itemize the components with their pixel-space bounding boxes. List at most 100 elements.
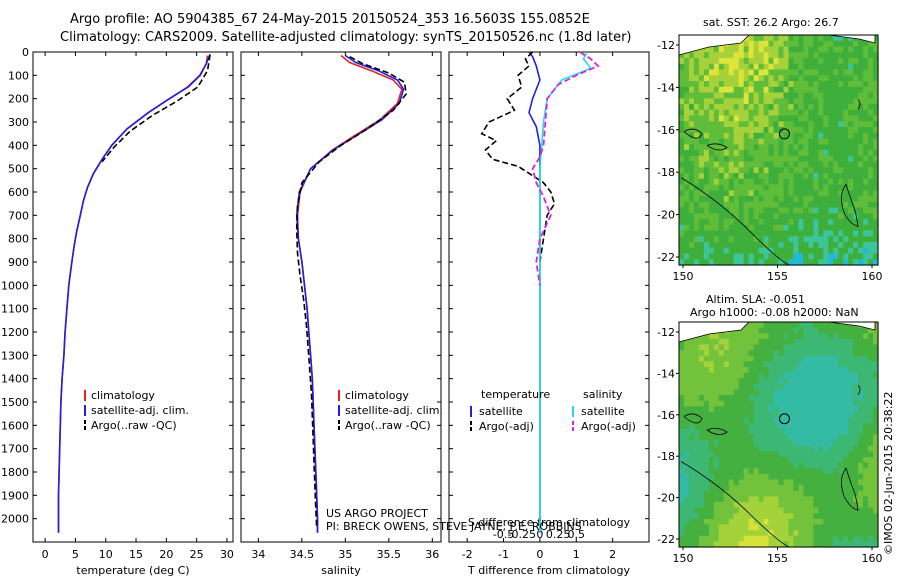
sst-map-cell [684, 219, 690, 226]
sla-map-cell [833, 462, 839, 469]
sla-map-cell [763, 344, 770, 351]
sla-map-cell [838, 479, 844, 486]
sla-map-cell [868, 496, 874, 503]
sst-map-cell [818, 69, 824, 76]
sla-map-cell [813, 383, 819, 391]
sla-map-cell [838, 378, 844, 385]
sst-map-cell [763, 213, 770, 220]
sst-map-cell [679, 259, 685, 266]
sla-map-cell [773, 344, 780, 351]
sst-map-cell [798, 46, 804, 53]
sla-map-cell [748, 355, 755, 362]
sla-map-cell [828, 451, 834, 458]
sla-map-cell [693, 518, 700, 526]
sla-map-cell [753, 541, 760, 548]
sst-map-cell [793, 207, 799, 214]
sla-map-cell [833, 412, 839, 419]
sst-map-cell [708, 190, 715, 197]
sla-map-cell [743, 395, 750, 402]
sla-map-cell [798, 485, 804, 492]
sst-map-cell [723, 184, 730, 191]
sst-map-cell [793, 127, 799, 134]
sla-map-cell [873, 333, 879, 340]
sst-map-cell [798, 230, 804, 237]
sla-map-cell [848, 395, 854, 402]
sla-map-cell [768, 367, 775, 374]
sla-map-cell [778, 440, 785, 447]
sla-map-cell [838, 541, 844, 548]
sla-map-cell [758, 344, 765, 351]
sst-map-cell [853, 236, 859, 243]
sst-map-cell [843, 58, 849, 65]
sst-map-cell [748, 35, 755, 42]
sst-map-cell [703, 86, 710, 94]
difference-xtick-label: 0 [536, 548, 543, 561]
sla-map-cell [713, 468, 720, 475]
sla-map-cell [733, 518, 740, 526]
sst-map-cell [684, 167, 690, 174]
sla-map-cell [748, 378, 755, 385]
sst-map-cell [738, 236, 745, 243]
sst-map-cell [873, 63, 879, 71]
sla-map-cell [679, 490, 685, 497]
sla-map-cell [684, 502, 690, 509]
sla-map-cell [853, 518, 859, 526]
sla-map-cell [733, 417, 740, 424]
sla-map-cell [863, 428, 869, 436]
sst-map-cell [808, 253, 814, 260]
sla-map-cell [684, 462, 690, 469]
sla-map-cell [803, 412, 809, 419]
sst-map-cell [743, 46, 750, 53]
sst-map-cell [703, 52, 710, 59]
sla-map-cell [863, 473, 869, 481]
sst-map-cell [718, 201, 725, 209]
sst-map-cell [773, 115, 780, 122]
sla-map-cell [858, 440, 864, 447]
sst-map-cell [808, 69, 814, 76]
sla-map-cell [803, 524, 809, 531]
sla-map-cell [684, 428, 690, 436]
sla-map-cell [768, 412, 775, 419]
sst-map-cell [783, 40, 790, 48]
sst-map-cell [743, 75, 750, 82]
sla-map-cell [708, 479, 715, 486]
depth-tick-label: 800 [8, 233, 29, 246]
sla-map-cell [783, 412, 790, 419]
sla-map-cell [753, 423, 760, 430]
sst-map-cell [708, 150, 715, 157]
sla-map-cell [679, 350, 685, 357]
sst-map-cell [758, 230, 765, 237]
sst-map-cell [863, 167, 869, 174]
sla-map-cell [723, 361, 730, 368]
sla-map-cell [763, 530, 770, 537]
sla-map-cell [873, 473, 879, 481]
sla-map-cell [788, 361, 795, 368]
sst-map-cell [748, 69, 755, 76]
sst-map-cell [803, 86, 809, 94]
sla-map-cell [778, 395, 785, 402]
sst-map-cell [863, 109, 869, 117]
sla-map-cell [788, 333, 795, 340]
sst-map-cell [828, 92, 834, 99]
sla-map-cell [848, 344, 854, 351]
sst-map-cell [693, 52, 700, 59]
sla-map-cell [763, 496, 770, 503]
sla-map-xtick-label: 155 [767, 552, 788, 565]
sla-map-cell [768, 518, 775, 526]
sla-map-cell [723, 338, 730, 346]
sst-map-cell [758, 81, 765, 88]
sla-map-cell [793, 524, 799, 531]
sla-map-cell [793, 367, 799, 374]
sst-map-cell [793, 132, 799, 140]
sst-map-cell [773, 247, 780, 255]
sst-map-cell [803, 40, 809, 48]
sla-map-cell [778, 541, 785, 548]
sla-map-cell [698, 535, 705, 542]
sla-map-cell [848, 361, 854, 368]
sla-map-cell [833, 383, 839, 391]
sla-map-cell [698, 423, 705, 430]
sst-map-cell [773, 236, 780, 243]
sla-map-cell [873, 344, 879, 351]
sst-map-cell [758, 115, 765, 122]
sst-map-cell [763, 236, 770, 243]
